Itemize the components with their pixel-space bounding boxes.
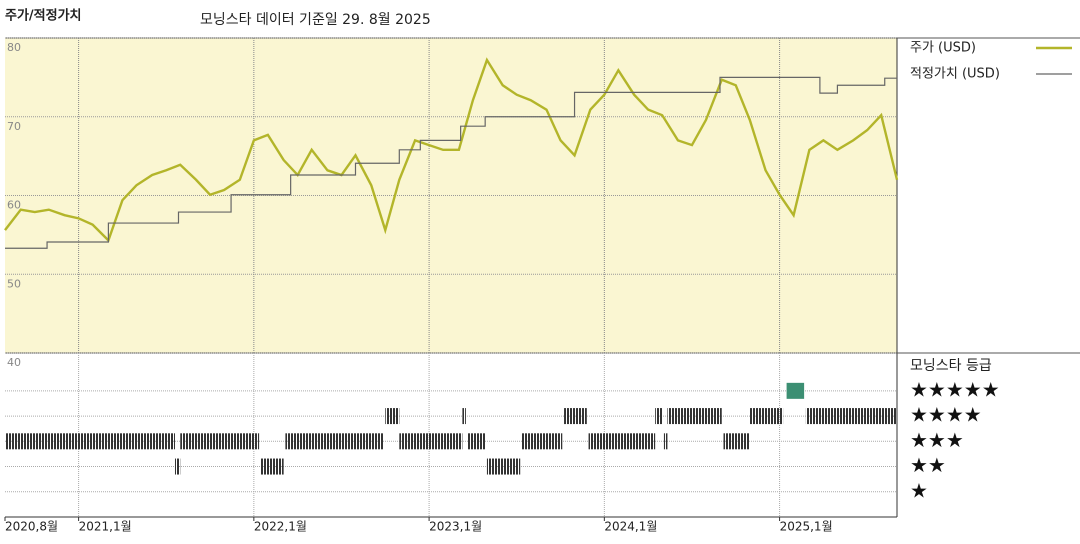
y-tick-label: 80	[7, 41, 21, 54]
rating-bar	[667, 408, 722, 425]
y-tick-label: 70	[7, 120, 21, 133]
rating-bar	[285, 433, 384, 450]
x-tick-label: 2020,8월	[5, 520, 58, 534]
x-tick-label: 2024,1월	[604, 520, 657, 534]
rating-label: ★★★★	[910, 403, 982, 427]
x-tick-label: 2022,1월	[254, 520, 307, 534]
rating-bar	[486, 458, 521, 475]
rating-bar	[805, 408, 897, 425]
rating-label: ★★★	[910, 428, 964, 452]
rating-bar	[399, 433, 463, 450]
y-tick-label: 50	[7, 277, 21, 290]
rating-bar	[655, 408, 663, 425]
rating-bar	[749, 408, 784, 425]
x-tick-label: 2021,1월	[79, 520, 132, 534]
rating-bar	[462, 408, 466, 425]
rating-label: ★	[910, 478, 928, 502]
rating-bar	[521, 433, 563, 450]
legend-label: 주가 (USD)	[910, 41, 976, 56]
rating-bar	[663, 433, 668, 450]
x-tick-label: 2025,1월	[780, 520, 833, 534]
chart-subtitle: 모닝스타 데이터 기준일 29. 8월 2025	[200, 12, 431, 28]
rating-bar	[5, 433, 175, 450]
rating-bar	[723, 433, 750, 450]
rating-bar	[174, 458, 181, 475]
fair-value-line	[5, 76, 897, 249]
y-tick-label: 40	[7, 356, 21, 369]
rating-bar	[564, 408, 587, 425]
rating-bar	[385, 408, 400, 425]
price-line	[4, 57, 899, 243]
rating-bar	[180, 433, 260, 450]
rating-title: 모닝스타 등급	[910, 358, 992, 374]
legend-label: 적정가치 (USD)	[910, 67, 1000, 82]
y-tick-label: 60	[7, 199, 21, 212]
x-tick-label: 2023,1월	[429, 520, 482, 534]
rating-bar	[588, 433, 656, 450]
rating-bar	[786, 382, 805, 399]
rating-label: ★★	[910, 453, 946, 477]
rating-label: ★★★★★	[910, 377, 1000, 401]
rating-bar	[260, 458, 284, 475]
chart-title: 주가/적정가치	[5, 8, 82, 24]
rating-bar	[467, 433, 486, 450]
